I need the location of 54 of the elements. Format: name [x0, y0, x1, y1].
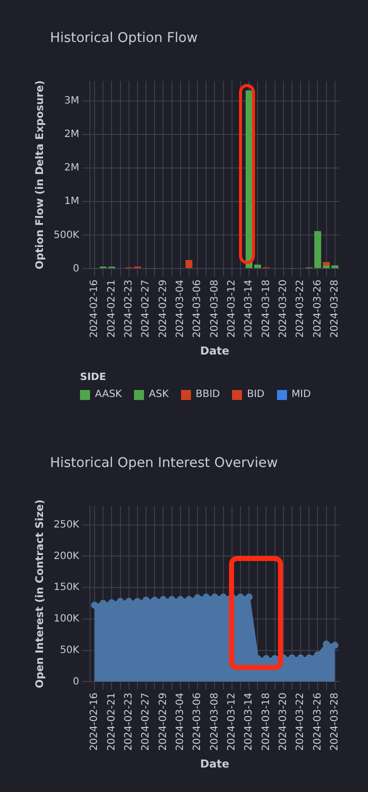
- y-tick-label: 2M: [64, 129, 80, 140]
- legend-label: AASK: [95, 389, 122, 400]
- y-tick-label: 50K: [60, 644, 80, 656]
- x-tick-label: 2024-03-04: [174, 280, 186, 338]
- legend-label: MID: [292, 389, 311, 400]
- x-tick-label: 2024-03-26: [312, 692, 324, 751]
- x-tick-label: 2024-02-21: [106, 280, 118, 338]
- legend-label: BBID: [196, 389, 220, 400]
- legend-title: SIDE: [80, 372, 108, 383]
- x-tick-label: 2024-02-23: [123, 280, 134, 338]
- x-tick-label: 2024-02-16: [89, 692, 100, 751]
- y-axis-title: Open Interest (in Contract Size): [34, 499, 46, 688]
- x-tick-label: 2024-03-12: [226, 692, 238, 751]
- y-tick-label: 0: [72, 676, 80, 688]
- x-tick-label: 2024-02-27: [140, 280, 152, 338]
- y-tick-label: 1M: [64, 196, 80, 208]
- x-tick-label: 2024-03-22: [295, 692, 306, 751]
- x-tick-label: 2024-02-29: [158, 692, 169, 751]
- chart-title: Historical Option Flow: [50, 30, 198, 46]
- x-tick-label: 2024-03-14: [244, 692, 255, 751]
- x-tick-label: 2024-03-06: [192, 692, 204, 751]
- x-tick-label: 2024-03-08: [209, 692, 220, 751]
- x-tick-label: 2024-03-26: [312, 280, 324, 338]
- x-tick-label: 2024-03-12: [226, 280, 238, 338]
- x-axis-title: Date: [200, 757, 230, 770]
- x-axis-title: Date: [200, 344, 230, 358]
- y-tick-label: 250K: [54, 519, 80, 530]
- y-tick-label: 200K: [54, 550, 80, 562]
- y-tick-label: 150K: [54, 582, 80, 594]
- y-tick-label: 100K: [54, 614, 80, 625]
- x-tick-label: 2024-02-23: [123, 692, 134, 751]
- x-tick-label: 2024-02-16: [89, 280, 100, 338]
- legend-label: BID: [247, 389, 265, 400]
- x-tick-label: 2024-03-06: [192, 280, 204, 338]
- x-tick-label: 2024-03-28: [329, 280, 340, 338]
- y-axis-title: Option Flow (in Delta Exposure): [34, 80, 46, 270]
- x-tick-label: 2024-03-08: [209, 280, 220, 338]
- x-tick-label: 2024-02-27: [140, 692, 152, 751]
- x-tick-label: 2024-03-04: [174, 692, 186, 751]
- x-tick-label: 2024-03-18: [260, 692, 272, 751]
- x-tick-label: 2024-02-29: [158, 280, 169, 338]
- x-tick-label: 2024-03-18: [260, 280, 272, 338]
- y-tick-label: 2M: [64, 162, 80, 174]
- x-tick-label: 2024-03-14: [244, 280, 255, 338]
- x-tick-label: 2024-03-22: [295, 280, 306, 338]
- legend-label: ASK: [148, 389, 169, 400]
- y-tick-label: 500K: [54, 230, 80, 241]
- x-tick-label: 2024-03-20: [278, 692, 289, 751]
- x-tick-label: 2024-03-28: [329, 692, 340, 751]
- chart-title: Historical Open Interest Overview: [50, 455, 278, 471]
- x-tick-label: 2024-02-21: [106, 692, 118, 751]
- y-tick-label: 3M: [64, 96, 80, 107]
- x-tick-label: 2024-03-20: [278, 280, 289, 338]
- y-tick-label: 0: [72, 263, 80, 274]
